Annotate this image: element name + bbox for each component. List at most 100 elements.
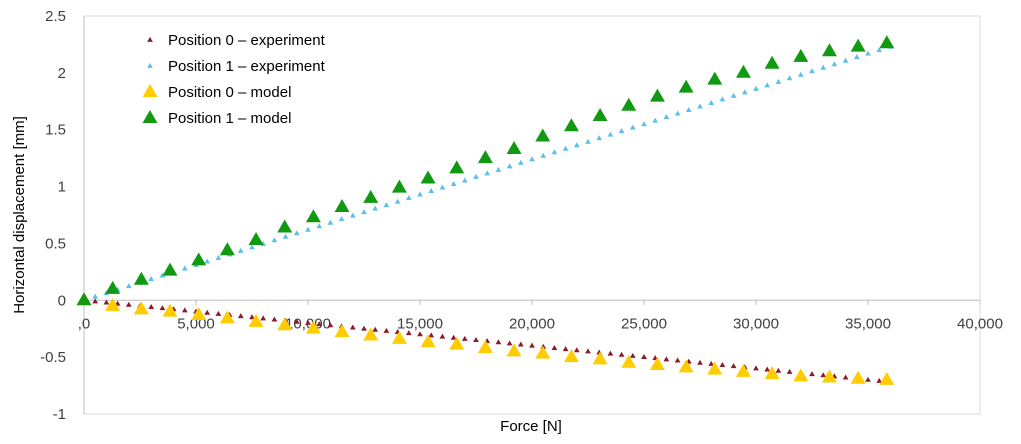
y-tick-label: 1 <box>58 179 66 196</box>
data-point <box>652 117 659 123</box>
data-point <box>629 352 636 358</box>
data-point <box>420 334 436 348</box>
data-point <box>495 339 502 345</box>
data-point <box>764 366 780 380</box>
x-tick-label: 40,000 <box>957 315 1003 332</box>
data-point <box>162 262 178 276</box>
data-point <box>876 47 883 53</box>
x-tick-label: 20,000 <box>509 315 555 332</box>
y-tick-label: 0.5 <box>45 235 66 252</box>
data-point <box>876 377 883 383</box>
data-point <box>618 128 625 134</box>
data-point <box>809 68 815 74</box>
data-point <box>277 317 293 331</box>
data-point <box>641 121 647 127</box>
data-point <box>282 233 289 239</box>
data-point <box>92 293 99 299</box>
data-point <box>735 363 751 377</box>
data-point <box>764 366 771 372</box>
data-point <box>663 114 670 120</box>
data-point <box>439 184 446 190</box>
y-tick-label: 2 <box>58 65 66 82</box>
data-point <box>820 372 827 378</box>
data-point <box>674 110 681 116</box>
data-point <box>506 163 513 169</box>
data-point <box>850 370 866 384</box>
y-tick-label: -1 <box>53 406 66 423</box>
data-point <box>551 149 558 155</box>
data-point <box>477 339 493 353</box>
data-point <box>372 326 379 332</box>
data-point <box>159 305 166 311</box>
data-point <box>707 71 723 85</box>
data-point <box>831 61 838 67</box>
data-point <box>821 369 837 383</box>
data-point <box>439 333 446 339</box>
data-point <box>551 344 558 350</box>
series-4 <box>76 35 895 306</box>
legend-label: Position 0 – experiment <box>168 32 326 49</box>
data-point <box>334 198 350 212</box>
data-point <box>219 242 235 256</box>
data-point <box>449 336 465 350</box>
data-point <box>607 131 614 137</box>
data-point <box>316 223 323 229</box>
data-point <box>237 247 244 253</box>
data-point <box>842 374 849 380</box>
data-point <box>506 343 522 357</box>
data-point <box>105 297 121 311</box>
data-point <box>417 191 423 197</box>
data-point <box>327 219 334 225</box>
data-point <box>293 230 300 236</box>
data-point <box>181 265 188 271</box>
data-point <box>361 325 367 331</box>
data-point <box>449 160 465 174</box>
data-point <box>159 272 166 278</box>
data-point <box>277 219 293 233</box>
data-point <box>753 365 759 371</box>
data-point <box>316 321 323 327</box>
data-point <box>842 57 849 63</box>
data-point <box>105 280 121 294</box>
legend-marker <box>147 62 153 68</box>
data-point <box>879 371 895 385</box>
data-point <box>293 318 300 324</box>
data-point <box>596 135 603 141</box>
data-point <box>809 371 815 377</box>
data-point <box>573 347 580 353</box>
data-point <box>573 142 580 148</box>
data-point <box>349 212 356 218</box>
data-point <box>775 78 782 84</box>
data-point <box>529 342 535 348</box>
data-point <box>305 320 321 334</box>
data-point <box>621 97 637 111</box>
data-point <box>148 304 155 310</box>
legend-label: Position 1 – experiment <box>168 58 326 75</box>
y-tick-label: 0 <box>58 292 66 309</box>
legend-marker <box>142 83 158 97</box>
data-point <box>204 309 211 315</box>
data-point <box>477 150 493 164</box>
data-point <box>562 346 569 352</box>
data-point <box>719 96 726 102</box>
data-point <box>215 254 222 260</box>
legend-marker <box>142 109 158 123</box>
data-point <box>461 335 468 341</box>
data-point <box>215 310 222 316</box>
data-point <box>338 216 345 222</box>
data-point <box>821 43 837 57</box>
data-point <box>674 357 681 363</box>
data-point <box>618 351 625 357</box>
data-point <box>417 331 423 337</box>
data-point <box>248 231 264 245</box>
data-point <box>260 315 267 321</box>
x-axis-title: Force [N] <box>500 418 562 435</box>
data-point <box>361 209 367 215</box>
data-point <box>879 35 895 49</box>
data-point <box>535 345 551 359</box>
data-point <box>103 299 110 305</box>
data-point <box>391 330 407 344</box>
data-point <box>248 313 264 327</box>
data-point <box>730 363 737 369</box>
